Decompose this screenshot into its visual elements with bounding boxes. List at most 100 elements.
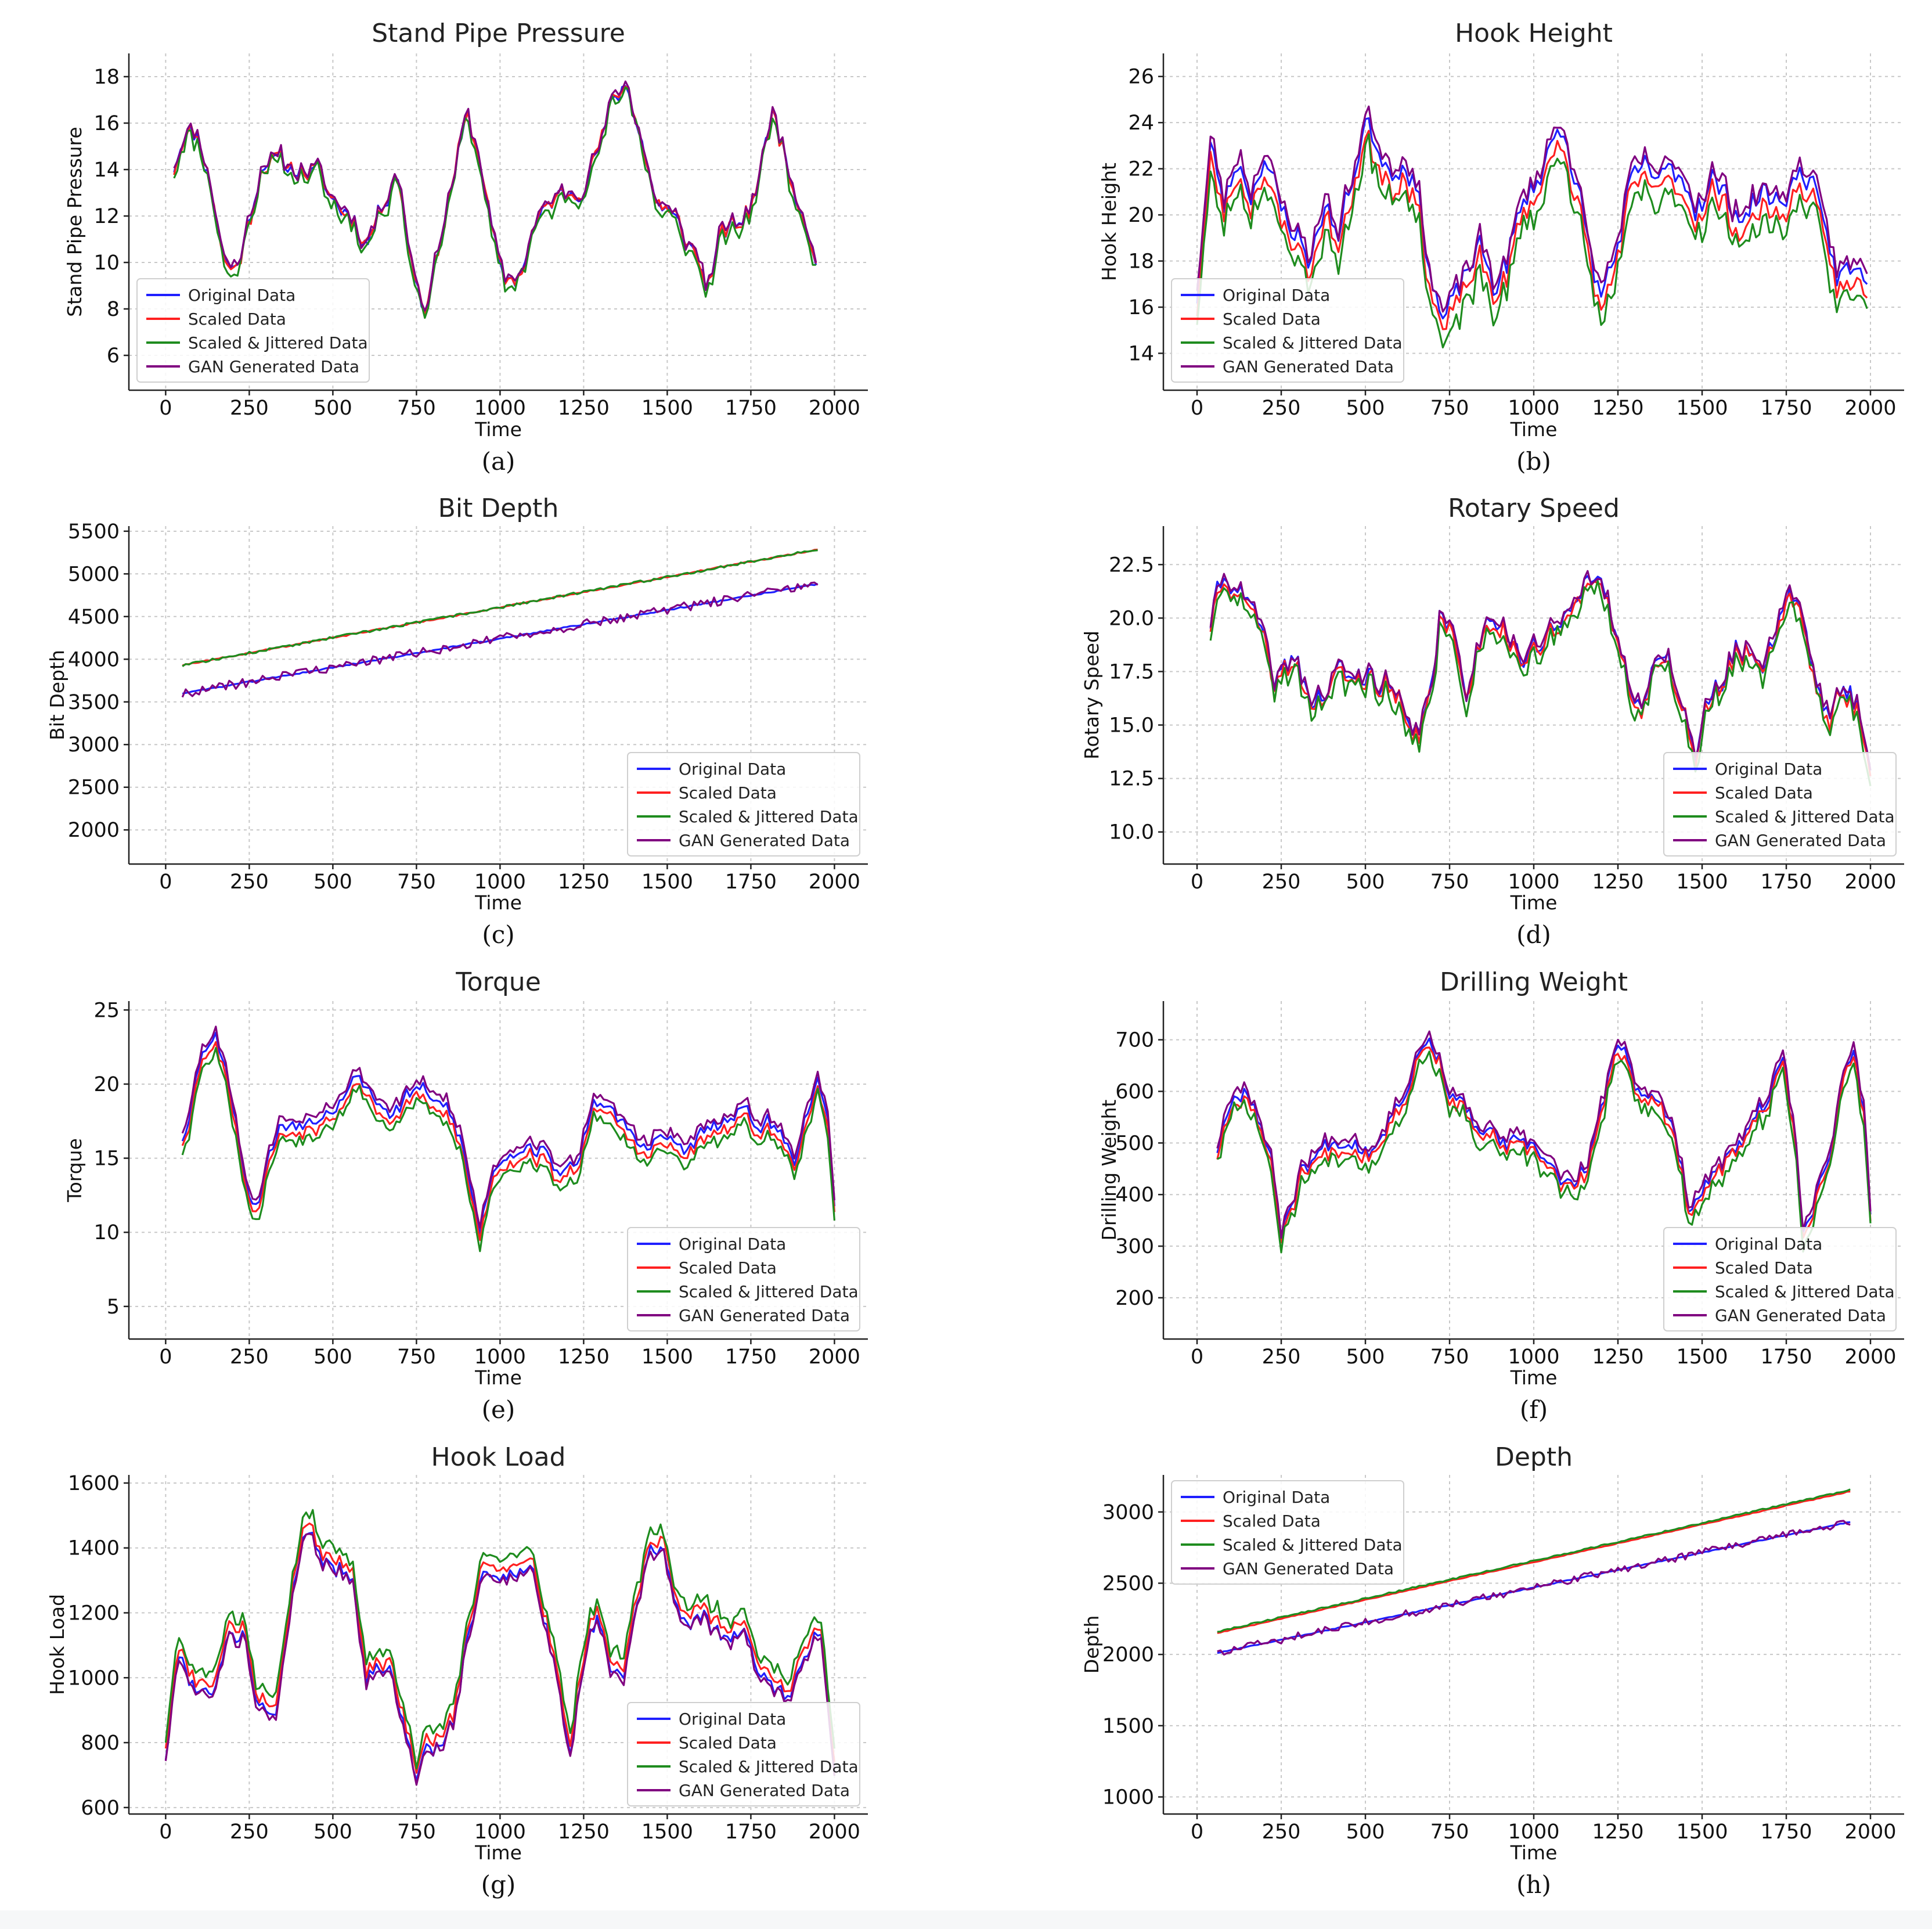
chart-a: 0 250 500 750 1000 1250 1500 1750 2000 6 8 10 12 14 16… [63, 19, 868, 476]
series-line-scaled [1216, 1046, 1872, 1244]
chart-title: Hook Height [1455, 19, 1613, 48]
legend-label: Scaled Data [679, 1258, 777, 1277]
bottom-strip [0, 1910, 1932, 1929]
subfigure-caption: (d) [1516, 920, 1551, 949]
y-axis-label: Hook Height [1098, 163, 1120, 281]
legend: Original Data Scaled Data Scaled & Jittere… [1171, 1480, 1404, 1585]
y-tick-label: 18 [93, 66, 120, 89]
x-tick-label: 1000 [1508, 1820, 1559, 1844]
x-tick-label: 1000 [1508, 1345, 1559, 1369]
y-tick-label: 3500 [68, 691, 120, 714]
x-tick-label: 250 [230, 1820, 269, 1844]
legend-label: Original Data [1223, 1488, 1330, 1507]
legend-label: Scaled & Jittered Data [679, 807, 859, 826]
y-tick-label: 14 [93, 159, 120, 182]
series-line-gan [1217, 1520, 1851, 1656]
legend-label: Original Data [679, 760, 786, 779]
legend-label: Scaled & Jittered Data [679, 1282, 859, 1301]
x-tick-label: 1500 [1676, 1345, 1728, 1369]
y-axis-label: Depth [1080, 1615, 1103, 1674]
legend-label: Scaled Data [1223, 309, 1321, 329]
x-tick-label: 750 [397, 1820, 436, 1844]
series-line-jittered [173, 86, 816, 319]
y-tick-label: 1000 [1102, 1786, 1154, 1809]
series-line-original [1209, 575, 1872, 771]
y-tick-label: 15.0 [1109, 714, 1154, 737]
x-tick-label: 1750 [1760, 1345, 1812, 1369]
y-tick-label: 5500 [68, 520, 120, 544]
x-tick-label: 500 [1346, 1345, 1385, 1369]
y-tick-label: 10 [93, 251, 120, 275]
x-tick-label: 750 [397, 397, 436, 420]
subfigure-caption: (b) [1516, 447, 1551, 476]
chart-c: 0 250 500 750 1000 1250 1500 1750 2000 2000 2500 30… [46, 494, 868, 949]
series-line-scaled [181, 1041, 835, 1241]
x-tick-label: 1500 [641, 1345, 693, 1369]
legend: Original Data Scaled Data Scaled & Jittere… [627, 1227, 860, 1331]
x-tick-label: 1250 [1592, 1345, 1643, 1369]
legend-label: GAN Generated Data [679, 1306, 850, 1325]
series-line-original [1216, 1037, 1872, 1239]
legend-label: GAN Generated Data [679, 831, 850, 850]
legend-label: Scaled & Jittered Data [188, 333, 368, 352]
x-tick-label: 250 [1262, 397, 1301, 420]
legend: Original Data Scaled Data Scaled & Jittere… [627, 752, 860, 856]
y-tick-label: 26 [1128, 66, 1154, 89]
x-tick-label: 500 [1346, 1820, 1385, 1844]
y-tick-label: 600 [1115, 1080, 1154, 1103]
x-tick-label: 0 [159, 870, 172, 894]
x-axis-label: Time [474, 418, 522, 441]
y-tick-label: 2000 [1102, 1643, 1154, 1667]
x-tick-label: 2000 [809, 1345, 860, 1369]
legend-box [627, 752, 860, 856]
legend-label: Original Data [1715, 760, 1822, 779]
x-tick-label: 0 [159, 397, 172, 420]
x-tick-label: 500 [313, 1345, 352, 1369]
chart-title: Drilling Weight [1440, 967, 1628, 997]
x-tick-label: 1250 [1592, 870, 1643, 894]
x-tick-label: 0 [1191, 397, 1203, 420]
y-tick-label: 12.5 [1109, 768, 1154, 791]
legend-label: Original Data [679, 1710, 786, 1729]
legend-label: GAN Generated Data [1715, 831, 1886, 850]
legend-label: Original Data [1715, 1235, 1822, 1254]
legend: Original Data Scaled Data Scaled & Jittere… [136, 278, 370, 383]
y-tick-label: 5000 [68, 563, 120, 586]
legend-label: Scaled Data [1223, 1511, 1321, 1531]
legend-box [1171, 278, 1404, 383]
x-tick-label: 1750 [1760, 1820, 1812, 1844]
x-tick-label: 2000 [1844, 1820, 1896, 1844]
x-tick-label: 1000 [1508, 397, 1559, 420]
x-tick-label: 250 [230, 1345, 269, 1369]
y-tick-label: 16 [93, 112, 120, 135]
x-tick-label: 0 [1191, 1820, 1203, 1844]
chart-title: Torque [455, 967, 541, 997]
x-axis-label: Time [1510, 1841, 1558, 1864]
legend: Original Data Scaled Data Scaled & Jittere… [1663, 752, 1897, 856]
x-tick-label: 500 [313, 397, 352, 420]
x-tick-label: 750 [1430, 397, 1469, 420]
y-axis-label: Torque [63, 1138, 86, 1203]
series-line-scaled [1217, 1491, 1851, 1634]
series-line-gan [164, 1533, 835, 1786]
x-tick-label: 250 [1262, 1345, 1301, 1369]
y-tick-label: 25 [93, 999, 120, 1022]
legend-label: Scaled & Jittered Data [679, 1757, 859, 1776]
x-tick-label: 1500 [641, 870, 693, 894]
y-tick-label: 4500 [68, 606, 120, 629]
x-tick-label: 250 [230, 397, 269, 420]
legend-label: Scaled & Jittered Data [1715, 1282, 1895, 1301]
y-tick-label: 20 [1128, 204, 1154, 227]
legend-label: Original Data [1223, 286, 1330, 305]
chart-d: 0 250 500 750 1000 1250 1500 1750 2000 10.0 12.5 15… [1080, 494, 1904, 949]
legend-label: GAN Generated Data [188, 357, 359, 376]
series-line-jittered [1217, 1488, 1851, 1633]
x-axis-label: Time [1510, 1366, 1558, 1389]
x-tick-label: 0 [1191, 870, 1203, 894]
chart-title: Hook Load [431, 1442, 566, 1472]
y-tick-label: 500 [1115, 1132, 1154, 1155]
chart-title: Rotary Speed [1448, 494, 1620, 523]
y-tick-label: 12 [93, 205, 120, 228]
y-tick-label: 20 [93, 1073, 120, 1096]
x-tick-label: 1750 [1760, 870, 1812, 894]
